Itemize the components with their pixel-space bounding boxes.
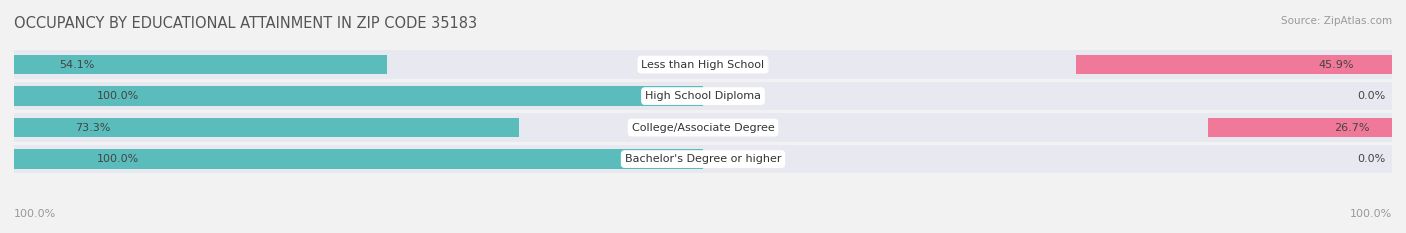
Text: 100.0%: 100.0% — [97, 91, 139, 101]
Text: Bachelor's Degree or higher: Bachelor's Degree or higher — [624, 154, 782, 164]
Text: 0.0%: 0.0% — [1357, 91, 1385, 101]
Bar — [14, 86, 703, 106]
Text: 26.7%: 26.7% — [1334, 123, 1369, 133]
Text: OCCUPANCY BY EDUCATIONAL ATTAINMENT IN ZIP CODE 35183: OCCUPANCY BY EDUCATIONAL ATTAINMENT IN Z… — [14, 16, 477, 31]
Bar — [14, 82, 1392, 110]
Bar — [1076, 55, 1392, 74]
Bar — [14, 55, 387, 74]
Text: 73.3%: 73.3% — [75, 123, 110, 133]
Text: 45.9%: 45.9% — [1319, 60, 1354, 70]
Bar — [1208, 118, 1392, 137]
Text: 0.0%: 0.0% — [1357, 154, 1385, 164]
Bar — [14, 149, 703, 169]
Text: 100.0%: 100.0% — [14, 209, 56, 219]
Text: Source: ZipAtlas.com: Source: ZipAtlas.com — [1281, 16, 1392, 26]
Bar — [14, 118, 519, 137]
Bar — [14, 113, 1392, 142]
Bar — [14, 145, 1392, 173]
Text: College/Associate Degree: College/Associate Degree — [631, 123, 775, 133]
Text: Less than High School: Less than High School — [641, 60, 765, 70]
Bar — [14, 50, 1392, 79]
Text: High School Diploma: High School Diploma — [645, 91, 761, 101]
Text: 54.1%: 54.1% — [59, 60, 94, 70]
Text: 100.0%: 100.0% — [1350, 209, 1392, 219]
Text: 100.0%: 100.0% — [97, 154, 139, 164]
